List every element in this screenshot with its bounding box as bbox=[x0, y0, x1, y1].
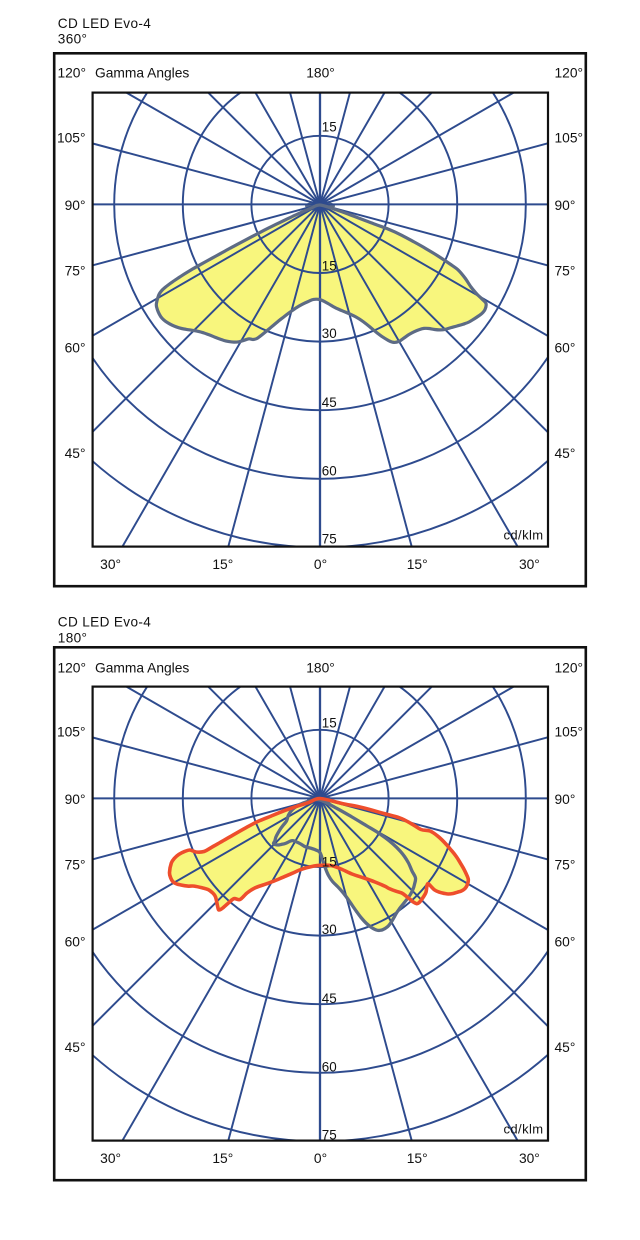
svg-text:45°: 45° bbox=[65, 446, 86, 461]
svg-text:cd/klm: cd/klm bbox=[504, 528, 544, 543]
svg-text:15: 15 bbox=[322, 120, 337, 135]
svg-text:120°: 120° bbox=[57, 661, 86, 676]
svg-text:30°: 30° bbox=[519, 557, 540, 572]
svg-text:60°: 60° bbox=[65, 935, 86, 950]
svg-text:60°: 60° bbox=[65, 341, 86, 356]
svg-text:45°: 45° bbox=[555, 1040, 576, 1055]
svg-text:90°: 90° bbox=[65, 792, 86, 807]
svg-text:30°: 30° bbox=[100, 1151, 121, 1166]
svg-text:Gamma Angles: Gamma Angles bbox=[95, 661, 189, 676]
svg-text:15°: 15° bbox=[407, 557, 428, 572]
svg-text:CD LED Evo-4: CD LED Evo-4 bbox=[58, 614, 151, 629]
svg-text:360°: 360° bbox=[58, 32, 88, 47]
svg-text:30°: 30° bbox=[100, 557, 121, 572]
svg-text:15°: 15° bbox=[407, 1151, 428, 1166]
svg-text:cd/klm: cd/klm bbox=[504, 1122, 544, 1137]
svg-text:CD LED Evo-4: CD LED Evo-4 bbox=[58, 16, 151, 31]
svg-text:Gamma Angles: Gamma Angles bbox=[95, 66, 189, 81]
svg-text:90°: 90° bbox=[555, 198, 576, 213]
svg-text:75°: 75° bbox=[555, 264, 576, 279]
svg-text:15°: 15° bbox=[212, 1151, 233, 1166]
svg-text:45: 45 bbox=[322, 395, 337, 410]
svg-text:45: 45 bbox=[322, 991, 337, 1006]
svg-text:30: 30 bbox=[322, 922, 337, 937]
svg-text:15: 15 bbox=[322, 716, 337, 731]
svg-text:15°: 15° bbox=[212, 557, 233, 572]
svg-text:90°: 90° bbox=[555, 792, 576, 807]
svg-text:30°: 30° bbox=[519, 1151, 540, 1166]
svg-text:60°: 60° bbox=[555, 341, 576, 356]
svg-text:75°: 75° bbox=[65, 858, 86, 873]
svg-text:45°: 45° bbox=[65, 1040, 86, 1055]
svg-text:105°: 105° bbox=[555, 131, 584, 146]
svg-text:75°: 75° bbox=[555, 858, 576, 873]
svg-text:0°: 0° bbox=[314, 557, 327, 572]
svg-text:75: 75 bbox=[322, 532, 337, 547]
svg-text:120°: 120° bbox=[555, 66, 584, 81]
svg-text:105°: 105° bbox=[57, 725, 86, 740]
svg-text:60: 60 bbox=[322, 1060, 337, 1075]
svg-text:15: 15 bbox=[322, 259, 337, 274]
svg-text:120°: 120° bbox=[555, 661, 584, 676]
svg-text:120°: 120° bbox=[57, 66, 86, 81]
svg-text:90°: 90° bbox=[65, 198, 86, 213]
svg-text:105°: 105° bbox=[57, 131, 86, 146]
svg-text:180°: 180° bbox=[58, 631, 88, 646]
svg-text:45°: 45° bbox=[555, 446, 576, 461]
svg-text:75: 75 bbox=[322, 1128, 337, 1143]
svg-text:75°: 75° bbox=[65, 264, 86, 279]
svg-text:105°: 105° bbox=[555, 725, 584, 740]
svg-text:60°: 60° bbox=[555, 935, 576, 950]
svg-text:180°: 180° bbox=[306, 66, 335, 81]
svg-text:15: 15 bbox=[322, 855, 337, 870]
svg-text:60: 60 bbox=[322, 464, 337, 479]
svg-text:30: 30 bbox=[322, 326, 337, 341]
svg-text:0°: 0° bbox=[314, 1151, 327, 1166]
svg-text:180°: 180° bbox=[306, 661, 335, 676]
